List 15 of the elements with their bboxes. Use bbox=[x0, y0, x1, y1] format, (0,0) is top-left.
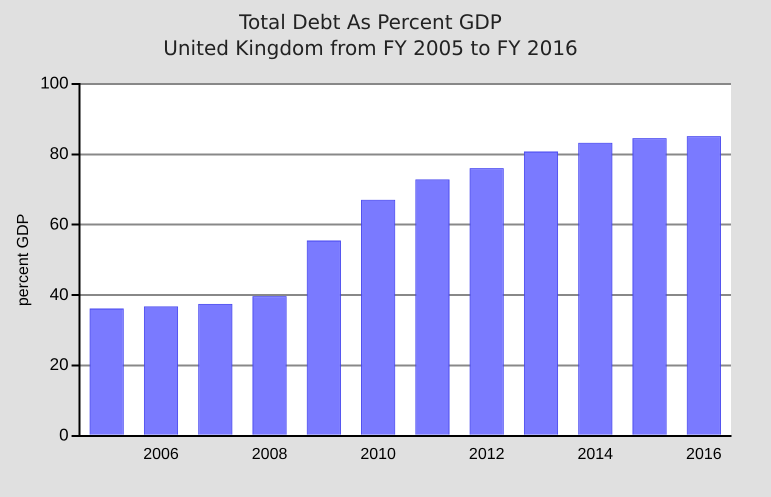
x-tick-label: 2016 bbox=[686, 446, 722, 463]
chart-title: Total Debt As Percent GDP bbox=[238, 10, 502, 34]
x-tick-label: 2012 bbox=[468, 446, 505, 463]
x-tick-label: 2014 bbox=[577, 446, 614, 463]
y-axis-title: percent GDP bbox=[15, 214, 32, 306]
chart-subtitle: United Kingdom from FY 2005 to FY 2016 bbox=[163, 36, 578, 60]
x-tick-label: 2010 bbox=[360, 446, 396, 463]
y-tick-label: 60 bbox=[50, 214, 69, 234]
x-tick-label: 2008 bbox=[252, 446, 288, 463]
y-tick-label: 20 bbox=[50, 355, 69, 374]
x-tick-label: 2006 bbox=[143, 446, 179, 463]
y-tick-label: 0 bbox=[59, 425, 69, 444]
y-tick-label: 100 bbox=[40, 74, 69, 93]
y-tick-label: 40 bbox=[50, 284, 69, 304]
y-tick-label: 80 bbox=[50, 144, 69, 164]
